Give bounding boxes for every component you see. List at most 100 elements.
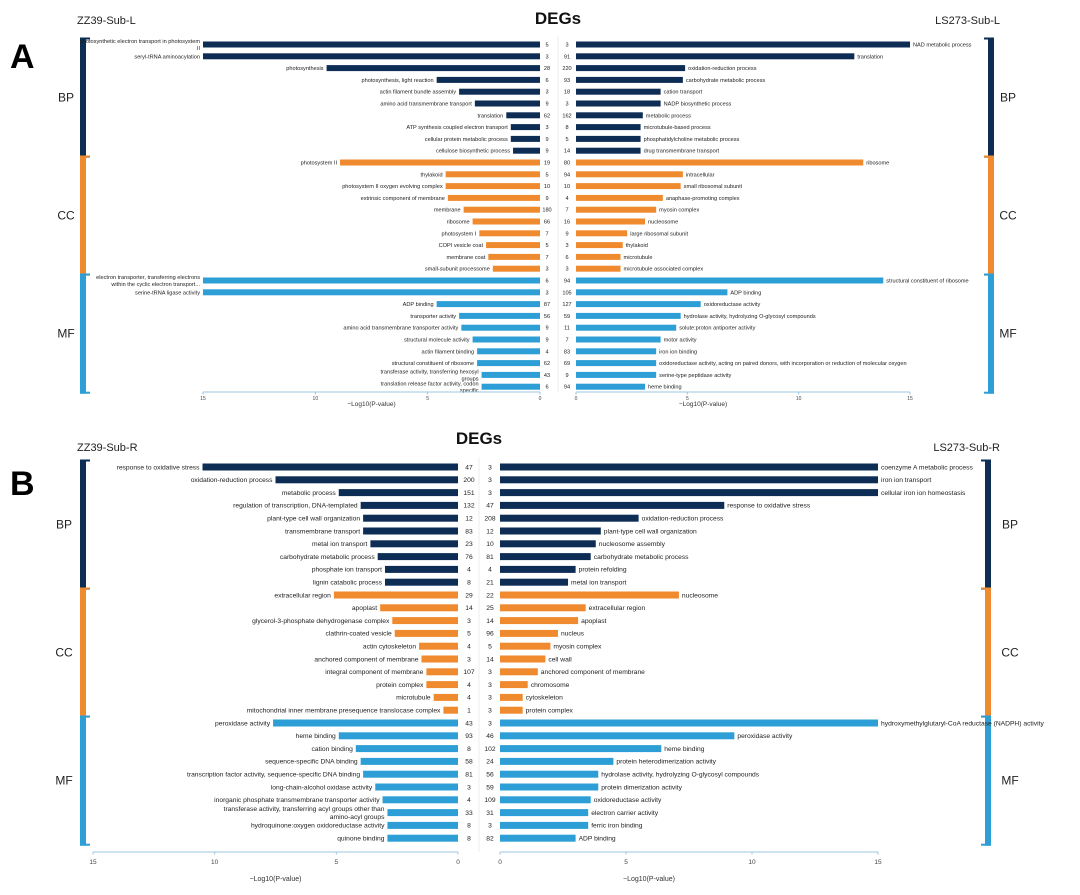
gene-count-left-b-22: 8 bbox=[467, 746, 471, 753]
bar-label-right-a-15: nucleosome bbox=[648, 219, 678, 225]
category-label-right-cc-b: CC bbox=[1001, 646, 1019, 660]
bar-label-right-b-7: carbohydrate metabolic process bbox=[594, 554, 689, 561]
bar-label-left-b-11: apoplast bbox=[352, 605, 377, 612]
bar-label-right-a-4: cation transport bbox=[664, 90, 703, 96]
bar-label-left-a-28-l1: groups bbox=[461, 376, 478, 382]
bar-left-a-20 bbox=[203, 277, 540, 284]
category-bracket-left-bp-a bbox=[80, 37, 86, 158]
category-bracket-right-cap-top-mf-b bbox=[981, 715, 991, 718]
x-axis-title-left-a: −Log10(P-value) bbox=[347, 401, 395, 408]
bar-right-a-24 bbox=[576, 324, 677, 331]
tick-label-right-a-2: 10 bbox=[796, 396, 802, 402]
bar-right-b-22 bbox=[500, 745, 662, 753]
category-bracket-left-cap-bottom-mf-b bbox=[80, 843, 90, 846]
bar-label-right-a-25: motor activity bbox=[664, 337, 697, 343]
tick-label-left-b-1: 10 bbox=[211, 859, 219, 866]
gene-count-right-a-8: 5 bbox=[565, 137, 568, 143]
bar-right-a-1 bbox=[576, 53, 855, 60]
bar-label-left-b-21: heme binding bbox=[296, 733, 336, 740]
x-axis-title-right-a: −Log10(P-value) bbox=[679, 401, 727, 408]
category-bracket-left-cap-top-mf-a bbox=[80, 273, 90, 276]
bar-left-a-12 bbox=[445, 183, 540, 190]
bar-label-right-b-12: apoplast bbox=[581, 618, 606, 625]
bar-label-right-a-8: phosphatidylcholine metabolic process bbox=[644, 137, 740, 143]
bar-left-b-9 bbox=[385, 578, 458, 586]
gene-count-left-b-4: 12 bbox=[465, 516, 473, 523]
bar-right-a-2 bbox=[576, 65, 686, 72]
bar-label-left-a-18: membrane coat bbox=[446, 255, 485, 261]
bar-right-b-8 bbox=[500, 565, 576, 573]
bar-right-a-17 bbox=[576, 242, 623, 249]
tick-label-left-b-2: 5 bbox=[335, 859, 339, 866]
bar-left-a-13 bbox=[447, 194, 540, 201]
bar-label-right-a-6: metabolic process bbox=[646, 113, 691, 119]
bar-label-right-a-26: iron ion binding bbox=[659, 349, 697, 355]
gene-count-left-a-1: 3 bbox=[545, 54, 548, 60]
bar-label-right-a-28: serine-type peptidase activity bbox=[659, 373, 731, 379]
gene-count-right-b-13: 96 bbox=[486, 631, 494, 638]
bar-label-right-b-0: coenzyme A metabolic process bbox=[881, 464, 973, 471]
bar-left-a-15 bbox=[472, 218, 540, 225]
gene-count-right-a-16: 9 bbox=[565, 231, 568, 237]
bar-left-b-13 bbox=[394, 629, 458, 637]
gene-count-right-b-3: 47 bbox=[486, 503, 494, 510]
bar-left-b-12 bbox=[392, 617, 458, 625]
gene-count-left-a-13: 9 bbox=[545, 196, 548, 202]
gene-count-right-b-19: 3 bbox=[488, 708, 492, 715]
bar-label-left-b-26: inorganic phosphate transmembrane transp… bbox=[214, 797, 380, 804]
gene-count-left-a-18: 7 bbox=[545, 255, 548, 261]
bar-label-right-b-19: protein complex bbox=[526, 708, 574, 715]
gene-count-right-b-2: 3 bbox=[488, 490, 492, 497]
bar-right-b-19 bbox=[500, 706, 523, 714]
bar-left-a-2 bbox=[326, 65, 540, 72]
gene-count-left-b-20: 43 bbox=[465, 720, 473, 727]
bar-label-left-b-28: hydroquinone:oxygen oxidoreductase activ… bbox=[251, 823, 385, 830]
gene-count-left-b-0: 47 bbox=[465, 464, 473, 471]
category-bracket-right-mf-b bbox=[985, 715, 991, 846]
bar-right-a-12 bbox=[576, 183, 681, 190]
bar-left-b-21 bbox=[338, 732, 458, 740]
gene-count-right-a-17: 3 bbox=[565, 243, 568, 249]
chart-title-a: DEGs bbox=[535, 9, 581, 28]
bar-label-left-b-15: anchored component of membrane bbox=[314, 656, 418, 663]
gene-count-left-b-27: 33 bbox=[465, 810, 473, 817]
category-label-left-mf-a: MF bbox=[57, 327, 74, 341]
bar-right-b-20 bbox=[500, 719, 878, 727]
gene-count-left-b-17: 4 bbox=[467, 682, 471, 689]
category-bracket-right-cap-bottom-mf-b bbox=[981, 843, 991, 846]
bar-right-b-10 bbox=[500, 591, 679, 599]
gene-count-left-b-26: 4 bbox=[467, 797, 471, 804]
gene-count-left-a-14: 180 bbox=[542, 208, 551, 214]
bar-left-b-3 bbox=[360, 501, 458, 509]
gene-count-left-b-11: 14 bbox=[465, 605, 473, 612]
bar-left-b-6 bbox=[370, 540, 458, 548]
bar-right-b-15 bbox=[500, 655, 546, 663]
bar-right-a-8 bbox=[576, 135, 641, 142]
bar-right-a-29 bbox=[576, 383, 646, 390]
category-bracket-left-cap-top-cc-a bbox=[80, 155, 90, 158]
gene-count-right-a-5: 3 bbox=[565, 101, 568, 107]
gene-count-left-a-4: 3 bbox=[545, 90, 548, 96]
bar-label-right-a-3: carbohydrate metabolic process bbox=[686, 78, 765, 84]
gene-count-right-b-10: 22 bbox=[486, 592, 494, 599]
gene-count-left-a-26: 4 bbox=[545, 349, 548, 355]
bar-label-left-a-19: small-subunit processome bbox=[425, 267, 490, 273]
bar-label-left-a-0: photosynthetic electron transport in pho… bbox=[80, 39, 201, 45]
bar-label-right-b-18: cytoskeleton bbox=[526, 695, 563, 702]
category-label-right-bp-b: BP bbox=[1002, 518, 1018, 532]
bar-label-left-b-3: regulation of transcription, DNA-templat… bbox=[233, 503, 358, 510]
bar-label-right-a-20: structural constituent of ribosome bbox=[886, 278, 968, 284]
gene-count-left-b-19: 1 bbox=[467, 708, 471, 715]
gene-count-left-b-7: 76 bbox=[465, 554, 473, 561]
gene-count-left-a-8: 9 bbox=[545, 137, 548, 143]
gene-count-right-a-2: 220 bbox=[562, 66, 571, 72]
category-label-left-mf-b: MF bbox=[55, 774, 72, 788]
tick-label-right-b-2: 10 bbox=[748, 859, 756, 866]
gene-count-right-a-15: 16 bbox=[564, 219, 570, 225]
gene-count-left-b-16: 107 bbox=[463, 669, 474, 676]
bar-label-right-b-25: protein dimerization activity bbox=[601, 784, 682, 791]
bar-right-a-9 bbox=[576, 147, 641, 154]
bar-left-a-1 bbox=[203, 53, 540, 60]
bar-left-a-3 bbox=[436, 76, 540, 83]
bar-label-right-a-29: heme binding bbox=[648, 385, 682, 391]
